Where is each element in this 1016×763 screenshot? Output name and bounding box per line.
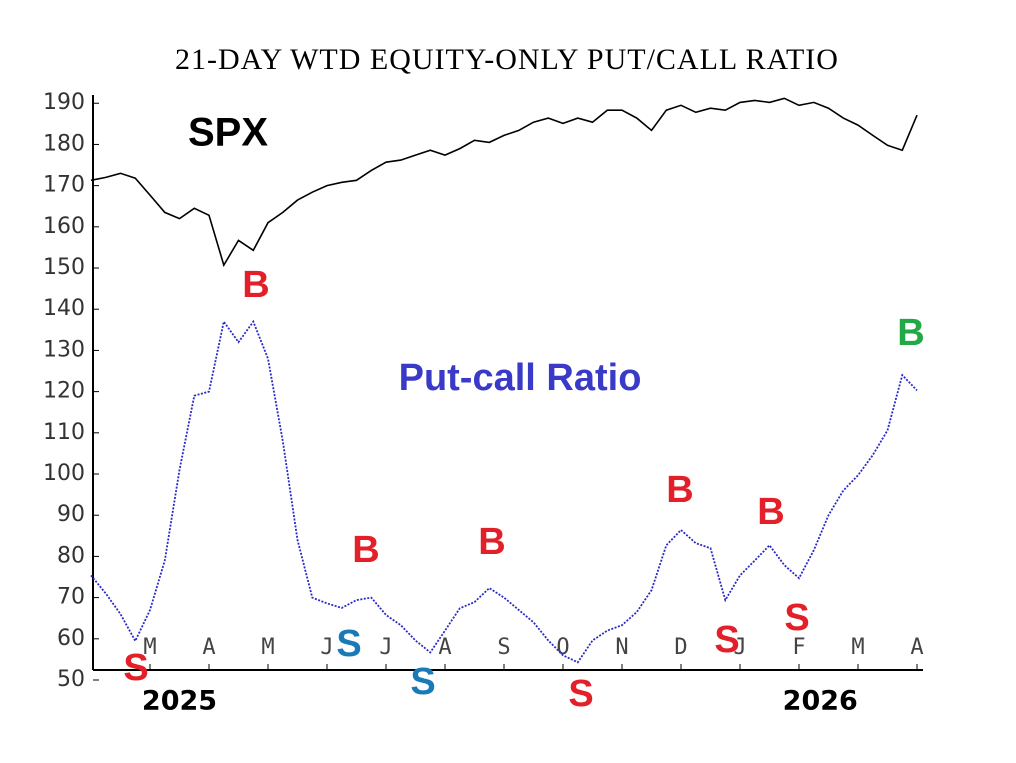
annotation: B — [242, 264, 269, 306]
x-tick-label: J — [320, 635, 333, 660]
annotation: S — [784, 597, 809, 639]
series-line — [90, 319, 918, 664]
annotation: SPX — [188, 111, 268, 155]
y-tick-label: 170 — [43, 173, 85, 198]
x-tick-label: M — [261, 635, 274, 660]
y-tick-label: 190 — [43, 90, 85, 115]
y-tick-label: 110 — [43, 420, 85, 445]
y-tick-label: 140 — [43, 296, 85, 321]
x-tick-label: J — [733, 635, 746, 660]
annotation: S — [568, 673, 593, 715]
y-tick-label: 90 — [57, 502, 85, 527]
year-label: 2025 — [142, 686, 217, 717]
annotation: S — [714, 619, 739, 661]
annotation: B — [666, 469, 693, 511]
x-tick-label: M — [851, 635, 864, 660]
y-tick-label: 150 — [43, 255, 85, 280]
year-label: 2026 — [783, 686, 858, 717]
annotation: Put-call Ratio — [399, 357, 642, 399]
y-tick-label: 70 — [57, 585, 85, 610]
chart-title: 21-DAY WTD EQUITY-ONLY PUT/CALL RATIO — [175, 43, 839, 76]
x-tick-label: F — [792, 635, 805, 660]
annotation: B — [352, 529, 379, 571]
x-tick-label: N — [615, 635, 628, 660]
x-tick-label: O — [556, 635, 569, 660]
annotation: B — [757, 491, 784, 533]
annotation: S — [123, 647, 148, 689]
annotation: B — [897, 312, 924, 354]
x-tick-label: M — [143, 635, 156, 660]
x-tick-label: D — [674, 635, 687, 660]
y-tick-label: 60 — [57, 626, 85, 651]
y-tick-label: 120 — [43, 379, 85, 404]
annotation: S — [410, 661, 435, 703]
y-tick-label: 80 — [57, 543, 85, 568]
x-tick-label: A — [438, 635, 451, 660]
x-tick-label: A — [910, 635, 923, 660]
series-line — [90, 97, 918, 268]
y-tick-label: 180 — [43, 131, 85, 156]
y-tick-label: 50 — [57, 667, 85, 692]
x-tick-label: S — [497, 635, 510, 660]
annotation: B — [478, 521, 505, 563]
x-tick-label: J — [379, 635, 392, 660]
x-tick-label: A — [202, 635, 215, 660]
y-tick-label: 100 — [43, 461, 85, 486]
y-tick-label: 130 — [43, 337, 85, 362]
y-tick-label: 160 — [43, 214, 85, 239]
annotation: S — [336, 623, 361, 665]
